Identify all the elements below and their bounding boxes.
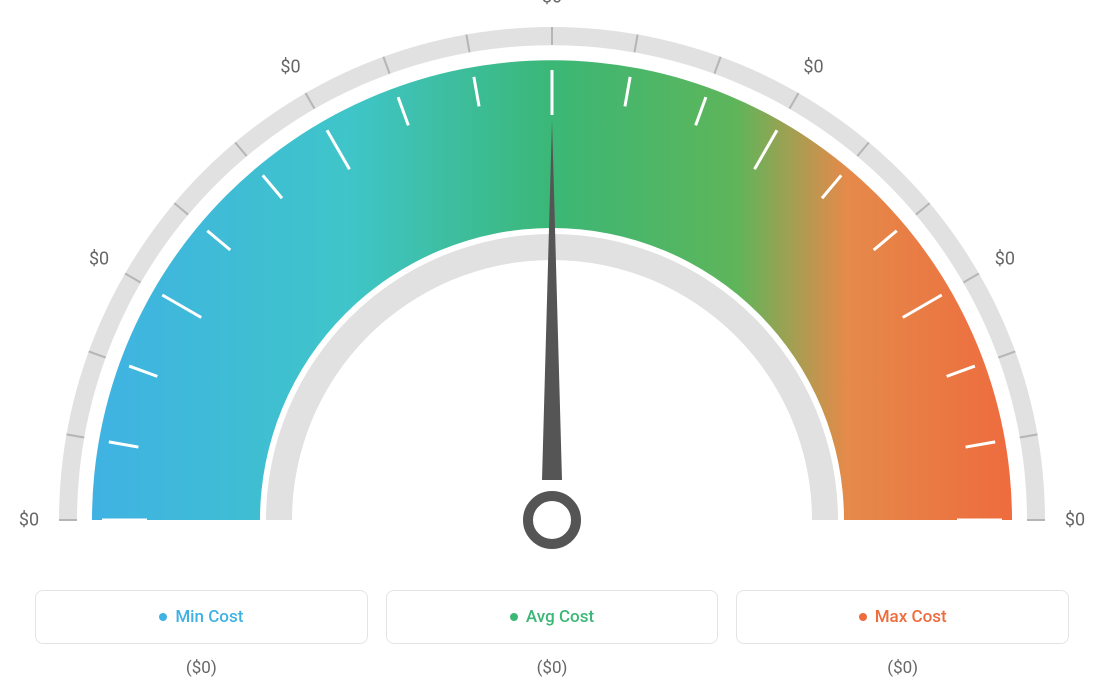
legend-label-min: Min Cost — [35, 590, 368, 644]
legend-value-avg: ($0) — [537, 658, 568, 678]
legend-dot-max — [859, 613, 867, 621]
legend-card-avg: Avg Cost ($0) — [386, 590, 719, 678]
legend-value-max: ($0) — [887, 658, 918, 678]
legend-label-avg: Avg Cost — [386, 590, 719, 644]
dial-label: $0 — [803, 57, 823, 78]
legend-card-min: Min Cost ($0) — [35, 590, 368, 678]
legend-row: Min Cost ($0) Avg Cost ($0) Max Cost ($0… — [35, 590, 1069, 678]
dial-label: $0 — [542, 0, 562, 8]
needle-hub — [528, 496, 576, 544]
legend-text-max: Max Cost — [875, 607, 947, 627]
legend-dot-min — [159, 613, 167, 621]
cost-gauge-widget: Min Cost ($0) Avg Cost ($0) Max Cost ($0… — [0, 0, 1104, 690]
gauge-svg — [0, 0, 1104, 690]
dial-label: $0 — [89, 248, 109, 269]
legend-card-max: Max Cost ($0) — [736, 590, 1069, 678]
legend-text-min: Min Cost — [175, 607, 243, 627]
dial-label: $0 — [19, 510, 39, 531]
dial-label: $0 — [995, 248, 1015, 269]
dial-label: $0 — [1065, 510, 1085, 531]
legend-label-max: Max Cost — [736, 590, 1069, 644]
dial-label: $0 — [280, 57, 300, 78]
legend-dot-avg — [510, 613, 518, 621]
legend-text-avg: Avg Cost — [526, 607, 594, 627]
legend-value-min: ($0) — [186, 658, 217, 678]
